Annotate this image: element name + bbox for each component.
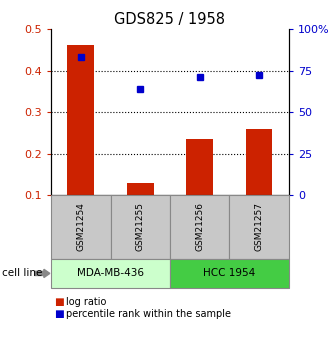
- Text: GSM21254: GSM21254: [76, 203, 85, 251]
- Text: cell line: cell line: [2, 268, 42, 278]
- Bar: [67, 45, 94, 195]
- Text: GSM21256: GSM21256: [195, 202, 204, 252]
- Text: GSM21257: GSM21257: [254, 202, 264, 252]
- Text: percentile rank within the sample: percentile rank within the sample: [66, 309, 231, 319]
- Text: ■: ■: [54, 297, 64, 307]
- Title: GDS825 / 1958: GDS825 / 1958: [115, 12, 225, 27]
- Bar: [246, 129, 272, 195]
- Text: log ratio: log ratio: [66, 297, 106, 307]
- Bar: [127, 183, 154, 195]
- Text: ■: ■: [54, 309, 64, 319]
- Text: MDA-MB-436: MDA-MB-436: [77, 268, 144, 278]
- Bar: [186, 139, 213, 195]
- Text: GSM21255: GSM21255: [136, 202, 145, 252]
- Text: HCC 1954: HCC 1954: [203, 268, 255, 278]
